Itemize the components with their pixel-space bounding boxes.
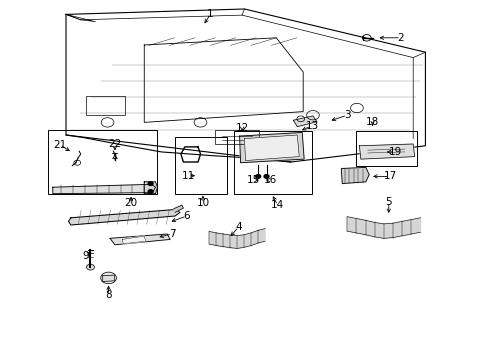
Polygon shape bbox=[365, 220, 374, 237]
Polygon shape bbox=[209, 231, 216, 246]
Text: 22: 22 bbox=[108, 139, 122, 149]
Bar bbox=[48, 130, 157, 194]
Bar bbox=[233, 131, 311, 194]
Polygon shape bbox=[144, 182, 157, 194]
Polygon shape bbox=[293, 116, 316, 127]
Text: 12: 12 bbox=[235, 123, 248, 133]
Polygon shape bbox=[173, 205, 183, 212]
Circle shape bbox=[255, 175, 260, 178]
Text: 16: 16 bbox=[263, 175, 277, 185]
Polygon shape bbox=[383, 223, 392, 238]
Polygon shape bbox=[346, 217, 356, 233]
Polygon shape bbox=[244, 233, 251, 247]
Polygon shape bbox=[410, 218, 420, 234]
Polygon shape bbox=[68, 210, 180, 225]
Bar bbox=[215, 130, 259, 144]
Circle shape bbox=[264, 175, 268, 178]
Polygon shape bbox=[374, 222, 383, 238]
Polygon shape bbox=[237, 235, 244, 248]
Text: 13: 13 bbox=[305, 121, 318, 131]
Circle shape bbox=[86, 264, 94, 270]
Text: 9: 9 bbox=[82, 251, 89, 261]
Circle shape bbox=[148, 182, 153, 185]
Text: 15: 15 bbox=[246, 175, 260, 185]
Text: 8: 8 bbox=[105, 290, 112, 300]
Bar bbox=[85, 96, 124, 115]
Text: 11: 11 bbox=[181, 171, 195, 181]
Text: 17: 17 bbox=[383, 171, 396, 181]
Polygon shape bbox=[244, 135, 299, 161]
Polygon shape bbox=[359, 144, 414, 159]
Polygon shape bbox=[53, 184, 155, 194]
Polygon shape bbox=[230, 235, 237, 248]
Polygon shape bbox=[239, 132, 304, 163]
Polygon shape bbox=[392, 221, 401, 238]
Text: 6: 6 bbox=[183, 211, 190, 221]
Text: 1: 1 bbox=[206, 9, 213, 19]
Polygon shape bbox=[110, 234, 170, 245]
Text: 14: 14 bbox=[270, 200, 284, 210]
Polygon shape bbox=[216, 233, 223, 247]
Text: 21: 21 bbox=[53, 140, 66, 150]
Text: 3: 3 bbox=[343, 110, 350, 120]
Circle shape bbox=[148, 190, 153, 193]
Text: 19: 19 bbox=[387, 147, 401, 157]
Bar bbox=[355, 131, 416, 166]
Polygon shape bbox=[401, 220, 410, 236]
Circle shape bbox=[101, 272, 116, 284]
Polygon shape bbox=[258, 229, 264, 243]
Text: 7: 7 bbox=[168, 229, 175, 239]
Bar bbox=[175, 137, 227, 194]
Text: 4: 4 bbox=[235, 222, 242, 232]
Text: 10: 10 bbox=[196, 198, 209, 208]
Text: 20: 20 bbox=[124, 198, 137, 208]
Polygon shape bbox=[102, 275, 114, 282]
Polygon shape bbox=[122, 236, 145, 244]
Text: 5: 5 bbox=[385, 197, 391, 207]
Polygon shape bbox=[341, 167, 368, 184]
Polygon shape bbox=[251, 230, 258, 246]
Text: 18: 18 bbox=[365, 117, 379, 127]
Polygon shape bbox=[223, 234, 230, 248]
Polygon shape bbox=[356, 219, 365, 235]
Text: 2: 2 bbox=[397, 33, 404, 43]
